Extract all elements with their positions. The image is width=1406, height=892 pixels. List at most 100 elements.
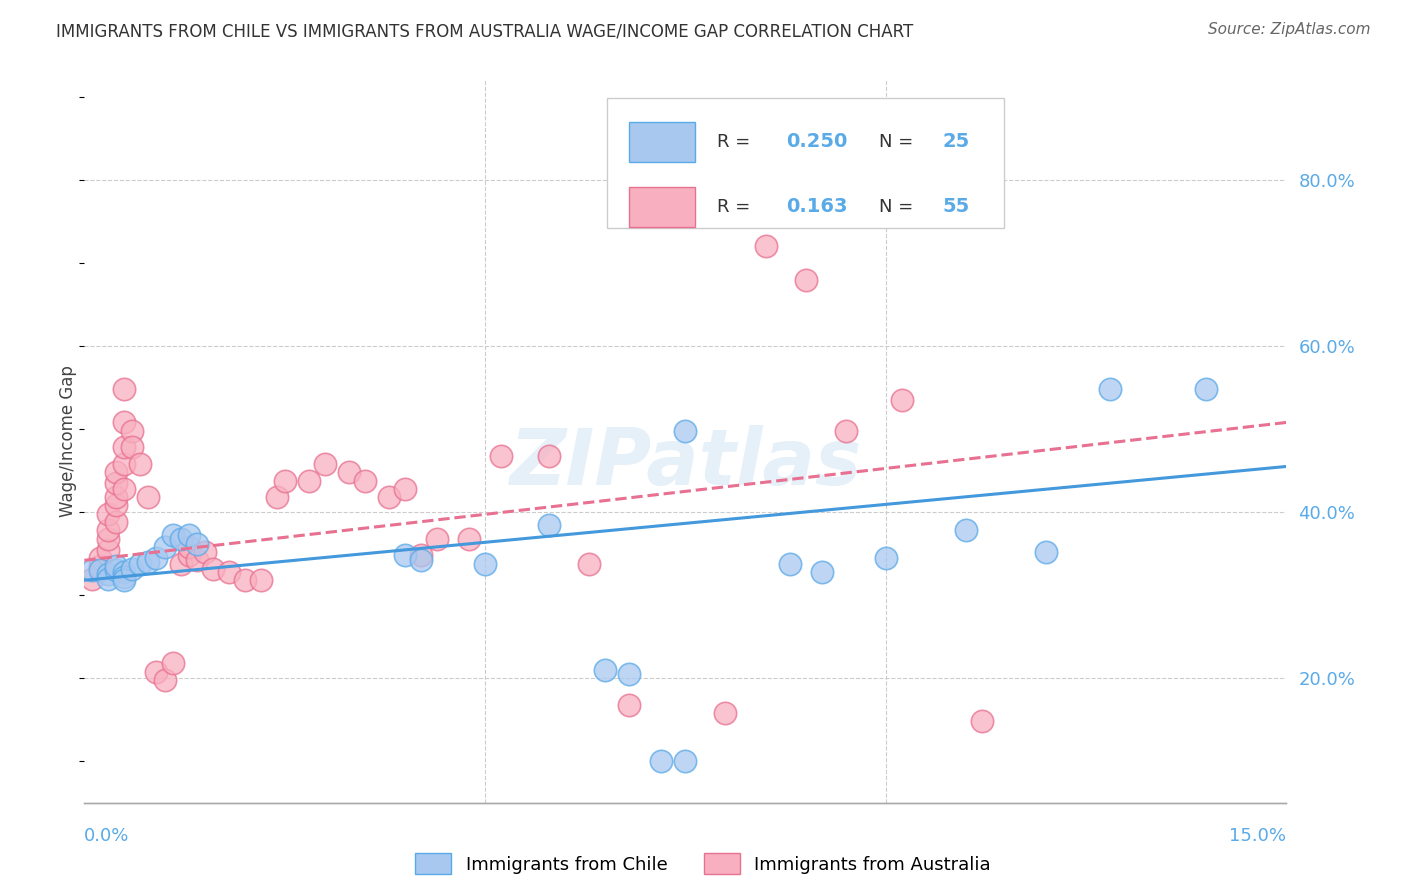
Point (233, 573, 256, 587)
Point (105, 476, 128, 491)
Text: N =: N = (879, 133, 920, 151)
Point (97, 532, 120, 546)
Legend: Immigrants from Chile, Immigrants from Australia: Immigrants from Chile, Immigrants from A… (415, 854, 991, 874)
Point (1099, 382, 1122, 396)
Text: 15.0%: 15.0% (1229, 827, 1286, 845)
Point (619, 698, 641, 712)
Point (675, 424, 697, 438)
Point (138, 490, 160, 504)
Point (650, 754, 672, 768)
Text: Source: ZipAtlas.com: Source: ZipAtlas.com (1208, 22, 1371, 37)
Point (105, 490, 128, 504)
Point (105, 559, 128, 574)
Point (105, 515, 128, 529)
Point (114, 573, 135, 587)
Point (129, 457, 152, 471)
Text: 25: 25 (942, 132, 970, 152)
Point (755, 239, 778, 253)
Point (177, 549, 200, 563)
Point (153, 540, 176, 554)
Point (114, 482, 135, 496)
Point (538, 517, 561, 532)
Point (153, 673, 176, 687)
Point (105, 563, 128, 577)
Point (114, 441, 135, 455)
Point (169, 557, 191, 571)
Point (121, 424, 143, 438)
Point (177, 528, 200, 542)
Point (875, 550, 897, 565)
Point (810, 565, 832, 579)
Point (114, 416, 135, 430)
Point (129, 557, 152, 571)
Point (162, 528, 184, 542)
Point (97, 507, 120, 521)
Point (266, 490, 288, 504)
Point (489, 449, 512, 463)
Bar (628, 186, 695, 227)
Text: IMMIGRANTS FROM CHILE VS IMMIGRANTS FROM AUSTRALIA WAGE/INCOME GAP CORRELATION C: IMMIGRANTS FROM CHILE VS IMMIGRANTS FROM… (56, 22, 914, 40)
Point (426, 532, 449, 546)
Point (89, 550, 111, 565)
Point (89, 559, 111, 574)
Point (835, 424, 858, 438)
Point (201, 561, 224, 575)
Point (138, 555, 160, 569)
Point (105, 465, 128, 479)
Point (619, 667, 641, 681)
Point (145, 550, 167, 565)
Point (794, 272, 817, 286)
Point (779, 557, 801, 571)
Point (1195, 382, 1218, 396)
Point (114, 565, 135, 579)
Point (595, 663, 617, 677)
Point (970, 714, 993, 729)
Point (97, 542, 120, 557)
Point (474, 557, 496, 571)
Point (82, 572, 104, 586)
Point (890, 392, 912, 407)
Point (409, 549, 432, 563)
Point (314, 457, 336, 471)
Point (162, 657, 184, 671)
Point (298, 474, 321, 488)
Point (218, 565, 240, 579)
Point (177, 540, 200, 554)
Text: 0.163: 0.163 (786, 197, 848, 216)
Point (121, 561, 143, 575)
Bar (628, 122, 695, 161)
Point (378, 490, 401, 504)
Point (114, 457, 135, 471)
Text: N =: N = (879, 198, 920, 216)
Point (89, 563, 111, 577)
Point (675, 754, 697, 768)
Point (97, 524, 120, 538)
Point (249, 573, 271, 587)
Text: ZIPatlas: ZIPatlas (509, 425, 862, 501)
Point (955, 524, 977, 538)
Point (105, 499, 128, 513)
Point (714, 706, 737, 720)
Point (394, 549, 416, 563)
Point (578, 557, 600, 571)
Text: 55: 55 (942, 197, 970, 216)
Text: 0.250: 0.250 (786, 132, 848, 152)
Point (186, 537, 208, 551)
Point (186, 553, 208, 567)
Point (114, 570, 135, 584)
Point (1035, 545, 1057, 559)
Text: 0.0%: 0.0% (84, 827, 129, 845)
Point (354, 474, 377, 488)
Point (97, 572, 120, 586)
Point (97, 567, 120, 582)
Point (82, 563, 104, 577)
Point (458, 532, 481, 546)
Y-axis label: Wage/Income Gap: Wage/Income Gap (59, 366, 77, 517)
Point (194, 545, 217, 559)
Text: R =: R = (717, 198, 755, 216)
Point (337, 465, 360, 479)
FancyBboxPatch shape (607, 98, 1004, 228)
Point (145, 665, 167, 679)
Point (538, 449, 561, 463)
Point (274, 474, 297, 488)
